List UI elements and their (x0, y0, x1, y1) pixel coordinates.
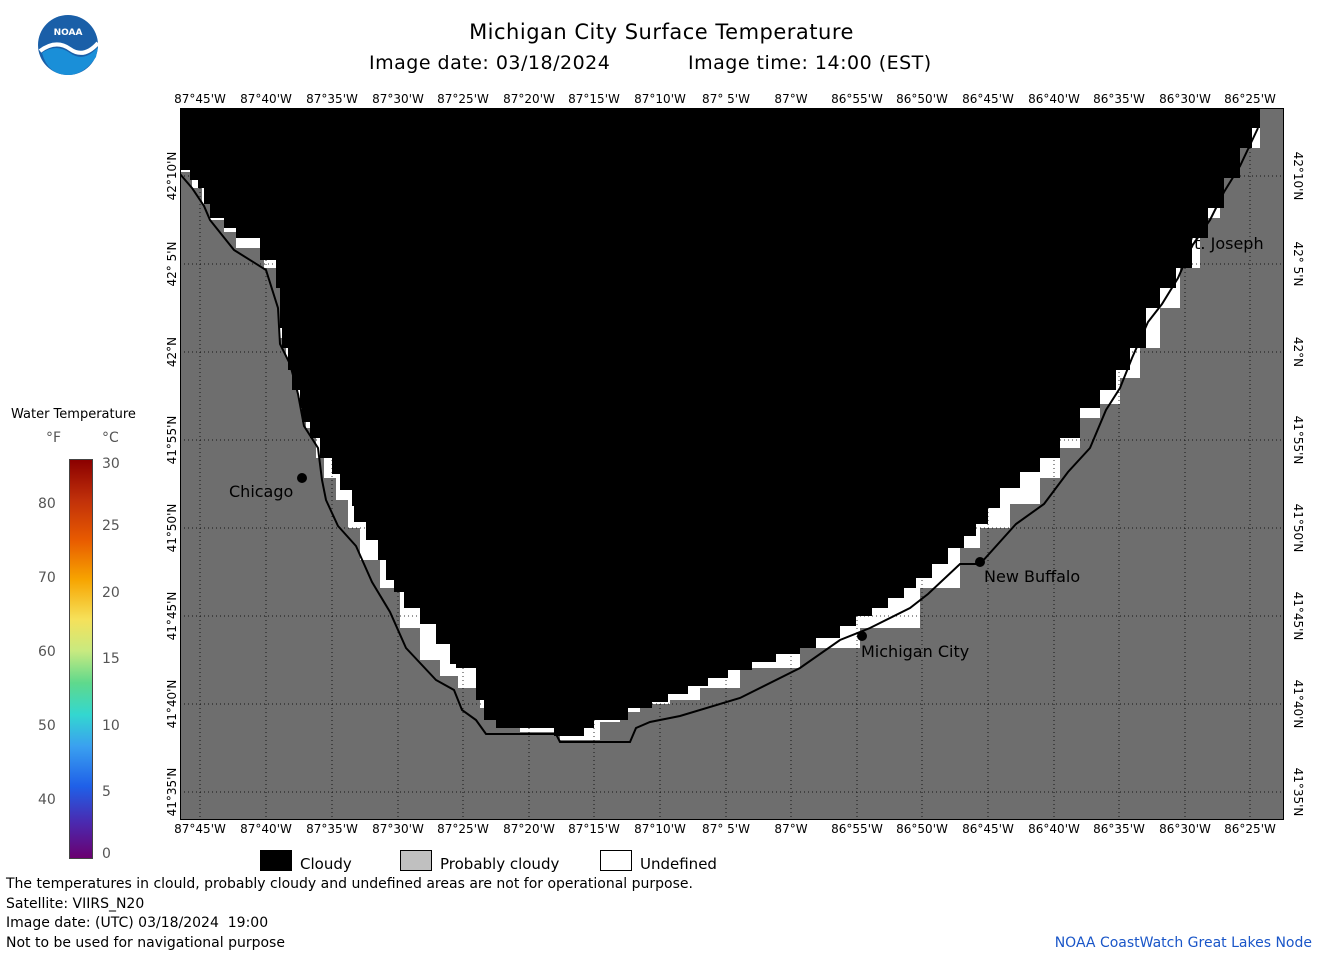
legend-swatch-undefined (600, 850, 632, 871)
lon-label: 86°50'W (896, 92, 948, 106)
city-label-new-buffalo: New Buffalo (984, 567, 1081, 586)
lat-label: 41°55'N (1291, 415, 1305, 465)
lon-label: 86°30'W (1159, 92, 1211, 106)
lon-label: 87°35'W (306, 92, 358, 106)
image-time-label: Image time: 14:00 (EST) (688, 52, 932, 74)
lat-label: 41°40'N (1291, 679, 1305, 729)
lon-label: 86°40'W (1028, 92, 1080, 106)
colorbar-tick-f: 70 (38, 570, 56, 586)
map-border (180, 108, 1284, 820)
lon-label: 87°45'W (174, 92, 226, 106)
lat-label: 41°35'N (165, 767, 179, 817)
lat-label: 42° 5'N (165, 241, 179, 287)
lon-label: 87°25'W (437, 92, 489, 106)
lon-label: 86°50'W (896, 822, 948, 836)
lon-label: 87°45'W (174, 822, 226, 836)
lon-label: 87°W (774, 92, 808, 106)
lat-label: 41°35'N (1291, 767, 1305, 817)
lon-label: 87°35'W (306, 822, 358, 836)
lon-label: 87°40'W (240, 92, 292, 106)
lat-label: 42°10'N (1291, 151, 1305, 201)
legend-label-probably-cloudy: Probably cloudy (440, 855, 560, 873)
lat-label: 42°N (165, 336, 179, 368)
colorbar-tick-f: 60 (38, 644, 56, 660)
lat-label: 42°10'N (165, 151, 179, 201)
lon-label: 87°30'W (372, 822, 424, 836)
lon-label: 87°10'W (634, 92, 686, 106)
new-buffalo-marker (975, 557, 985, 567)
noaa-logo: NOAA (38, 15, 100, 75)
lon-label: 86°55'W (831, 92, 883, 106)
lon-label: 87°15'W (568, 822, 620, 836)
lon-label: 87°20'W (503, 92, 555, 106)
lon-label: 87°W (774, 822, 808, 836)
city-label-chicago: Chicago (229, 482, 294, 501)
coastline (180, 127, 1259, 743)
lat-label: 41°45'N (165, 591, 179, 641)
colorbar-title: Water Temperature (11, 407, 136, 422)
colorbar-tick-c: 30 (102, 456, 120, 472)
lat-label: 41°40'N (165, 679, 179, 729)
colorbar-tick-c: 5 (102, 784, 111, 800)
colorbar-tick-f: 50 (38, 718, 56, 734)
colorbar-gradient (69, 459, 93, 859)
colorbar-tick-c: 20 (102, 585, 120, 601)
graticule (180, 108, 1284, 820)
colorbar-unit-c: °C (102, 430, 119, 446)
lat-label: 41°45'N (1291, 591, 1305, 641)
nav-note-text: Not to be used for navigational purpose (6, 935, 285, 951)
city-label-st-joseph: St. Joseph (1184, 234, 1264, 253)
lon-label: 86°45'W (962, 822, 1014, 836)
legend-label-cloudy: Cloudy (300, 855, 352, 873)
lon-label: 86°45'W (962, 92, 1014, 106)
lon-label: 86°35'W (1093, 822, 1145, 836)
lon-label: 87°40'W (240, 822, 292, 836)
st-joseph-marker (1182, 222, 1190, 230)
lat-label: 41°50'N (165, 503, 179, 553)
map-area (180, 108, 1284, 820)
colorbar-tick-c: 15 (102, 651, 120, 667)
lon-label: 87°25'W (437, 822, 489, 836)
utc-date-text: Image date: (UTC) 03/18/2024 19:00 (6, 915, 269, 931)
lon-label: 86°30'W (1159, 822, 1211, 836)
noaa-logo-text: NOAA (54, 28, 83, 38)
legend-label-undefined: Undefined (640, 855, 717, 873)
colorbar-tick-f: 80 (38, 496, 56, 512)
legend-swatch-cloudy (260, 850, 292, 871)
credit-link[interactable]: NOAA CoastWatch Great Lakes Node (1054, 935, 1312, 951)
disclaimer-text: The temperatures in clould, probably clo… (6, 876, 693, 892)
image-date-label: Image date: 03/18/2024 (369, 52, 611, 74)
colorbar-tick-c: 0 (102, 846, 111, 862)
lon-label: 87° 5'W (702, 822, 750, 836)
legend-swatch-probably-cloudy (400, 850, 432, 871)
lon-label: 86°40'W (1028, 822, 1080, 836)
lon-label: 87° 5'W (702, 92, 750, 106)
lon-label: 87°15'W (568, 92, 620, 106)
lon-label: 86°25'W (1224, 92, 1276, 106)
lon-label: 87°20'W (503, 822, 555, 836)
colorbar-tick-c: 10 (102, 718, 120, 734)
lon-label: 86°55'W (831, 822, 883, 836)
lon-label: 86°35'W (1093, 92, 1145, 106)
page-title: Michigan City Surface Temperature (469, 20, 854, 44)
colorbar-tick-c: 25 (102, 518, 120, 534)
lat-label: 42° 5'N (1291, 241, 1305, 287)
chicago-marker (297, 473, 307, 483)
lon-label: 87°10'W (634, 822, 686, 836)
lat-label: 41°50'N (1291, 503, 1305, 553)
lat-label: 42°N (1291, 336, 1305, 368)
satellite-text: Satellite: VIIRS_N20 (6, 896, 145, 912)
colorbar-tick-f: 40 (38, 792, 56, 808)
cloudy-region (180, 108, 1260, 736)
city-label-michigan-city: Michigan City (861, 642, 970, 661)
lon-label: 87°30'W (372, 92, 424, 106)
colorbar-unit-f: °F (46, 430, 62, 446)
lat-label: 41°55'N (165, 415, 179, 465)
michigan-city-marker (857, 631, 867, 641)
lon-label: 86°25'W (1224, 822, 1276, 836)
